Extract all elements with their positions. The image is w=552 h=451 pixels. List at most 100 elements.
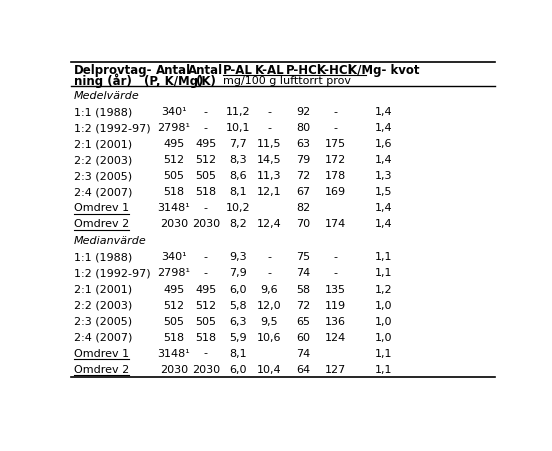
Text: 2:4 (2007): 2:4 (2007)	[74, 332, 132, 342]
Text: Omdrev 2: Omdrev 2	[74, 364, 129, 374]
Text: 2:4 (2007): 2:4 (2007)	[74, 187, 132, 197]
Text: 1,2: 1,2	[375, 284, 392, 294]
Text: 11,5: 11,5	[257, 139, 282, 149]
Text: 2:3 (2005): 2:3 (2005)	[74, 171, 132, 181]
Text: 6,3: 6,3	[229, 316, 247, 326]
Text: Medelvärde: Medelvärde	[74, 91, 140, 101]
Text: 505: 505	[163, 171, 184, 181]
Text: 512: 512	[195, 300, 216, 310]
Text: 178: 178	[325, 171, 346, 181]
Text: 79: 79	[296, 155, 311, 165]
Text: 2:1 (2001): 2:1 (2001)	[74, 139, 132, 149]
Text: 340¹: 340¹	[161, 252, 187, 262]
Text: 518: 518	[163, 332, 184, 342]
Text: 9,3: 9,3	[229, 252, 247, 262]
Text: -: -	[333, 123, 337, 133]
Text: 2030: 2030	[160, 219, 188, 229]
Text: Omdrev 1: Omdrev 1	[74, 348, 129, 358]
Text: 495: 495	[163, 284, 184, 294]
Text: 1,4: 1,4	[375, 203, 392, 213]
Text: Omdrev 1: Omdrev 1	[74, 203, 129, 213]
Text: 1,0: 1,0	[375, 300, 392, 310]
Text: 512: 512	[163, 300, 184, 310]
Text: 3148¹: 3148¹	[157, 348, 190, 358]
Text: 12,4: 12,4	[257, 219, 282, 229]
Text: 1,0: 1,0	[375, 332, 392, 342]
Text: 1,1: 1,1	[375, 348, 392, 358]
Text: 119: 119	[325, 300, 346, 310]
Text: 11,2: 11,2	[226, 107, 250, 117]
Text: 11,3: 11,3	[257, 171, 282, 181]
Text: -: -	[333, 268, 337, 278]
Text: 1:1 (1988): 1:1 (1988)	[74, 252, 132, 262]
Text: 1,0: 1,0	[375, 316, 392, 326]
Text: ning (år): ning (år)	[74, 74, 132, 88]
Text: 12,1: 12,1	[257, 187, 282, 197]
Text: 1:2 (1992-97): 1:2 (1992-97)	[74, 123, 151, 133]
Text: 14,5: 14,5	[257, 155, 282, 165]
Text: -: -	[204, 107, 208, 117]
Text: 505: 505	[195, 171, 216, 181]
Text: -: -	[267, 268, 271, 278]
Text: 340¹: 340¹	[161, 107, 187, 117]
Text: 2030: 2030	[160, 364, 188, 374]
Text: K-AL: K-AL	[254, 64, 284, 77]
Text: Antal: Antal	[156, 64, 192, 77]
Text: 1,1: 1,1	[375, 252, 392, 262]
Text: P-HCl: P-HCl	[285, 64, 321, 77]
Text: (K): (K)	[196, 74, 216, 87]
Text: 10,4: 10,4	[257, 364, 282, 374]
Text: -: -	[267, 123, 271, 133]
Text: 495: 495	[163, 139, 184, 149]
Text: 70: 70	[296, 219, 310, 229]
Text: 512: 512	[163, 155, 184, 165]
Text: 5,9: 5,9	[229, 332, 247, 342]
Text: 518: 518	[163, 187, 184, 197]
Text: 2:2 (2003): 2:2 (2003)	[74, 155, 132, 165]
Text: 2030: 2030	[192, 219, 220, 229]
Text: mg/100 g lufttorrt prov: mg/100 g lufttorrt prov	[222, 76, 351, 86]
Text: K/Mg- kvot: K/Mg- kvot	[348, 64, 419, 77]
Text: 63: 63	[296, 139, 310, 149]
Text: 495: 495	[195, 139, 216, 149]
Text: 169: 169	[325, 187, 346, 197]
Text: 505: 505	[195, 316, 216, 326]
Text: K-HCl: K-HCl	[317, 64, 353, 77]
Text: 1,1: 1,1	[375, 268, 392, 278]
Text: 74: 74	[296, 268, 311, 278]
Text: -: -	[204, 252, 208, 262]
Text: 2798¹: 2798¹	[157, 268, 190, 278]
Text: 495: 495	[195, 284, 216, 294]
Text: 1,6: 1,6	[375, 139, 392, 149]
Text: 60: 60	[296, 332, 310, 342]
Text: 58: 58	[296, 284, 310, 294]
Text: 1:1 (1988): 1:1 (1988)	[74, 107, 132, 117]
Text: 2:2 (2003): 2:2 (2003)	[74, 300, 132, 310]
Text: 10,2: 10,2	[226, 203, 250, 213]
Text: 64: 64	[296, 364, 310, 374]
Text: 1,5: 1,5	[375, 187, 392, 197]
Text: 82: 82	[296, 203, 311, 213]
Text: -: -	[267, 252, 271, 262]
Text: 136: 136	[325, 316, 346, 326]
Text: 10,6: 10,6	[257, 332, 282, 342]
Text: 175: 175	[325, 139, 346, 149]
Text: 75: 75	[296, 252, 310, 262]
Text: 518: 518	[195, 332, 216, 342]
Text: -: -	[204, 203, 208, 213]
Text: 1,4: 1,4	[375, 107, 392, 117]
Text: 505: 505	[163, 316, 184, 326]
Text: 6,0: 6,0	[229, 284, 247, 294]
Text: -: -	[333, 107, 337, 117]
Text: 174: 174	[325, 219, 346, 229]
Text: (P, K/Mg): (P, K/Mg)	[144, 74, 204, 87]
Text: 124: 124	[325, 332, 346, 342]
Text: 8,1: 8,1	[229, 187, 247, 197]
Text: 80: 80	[296, 123, 310, 133]
Text: 1,1: 1,1	[375, 364, 392, 374]
Text: 8,6: 8,6	[229, 171, 247, 181]
Text: 1,4: 1,4	[375, 123, 392, 133]
Text: 72: 72	[296, 171, 311, 181]
Text: 8,2: 8,2	[229, 219, 247, 229]
Text: Omdrev 2: Omdrev 2	[74, 219, 129, 229]
